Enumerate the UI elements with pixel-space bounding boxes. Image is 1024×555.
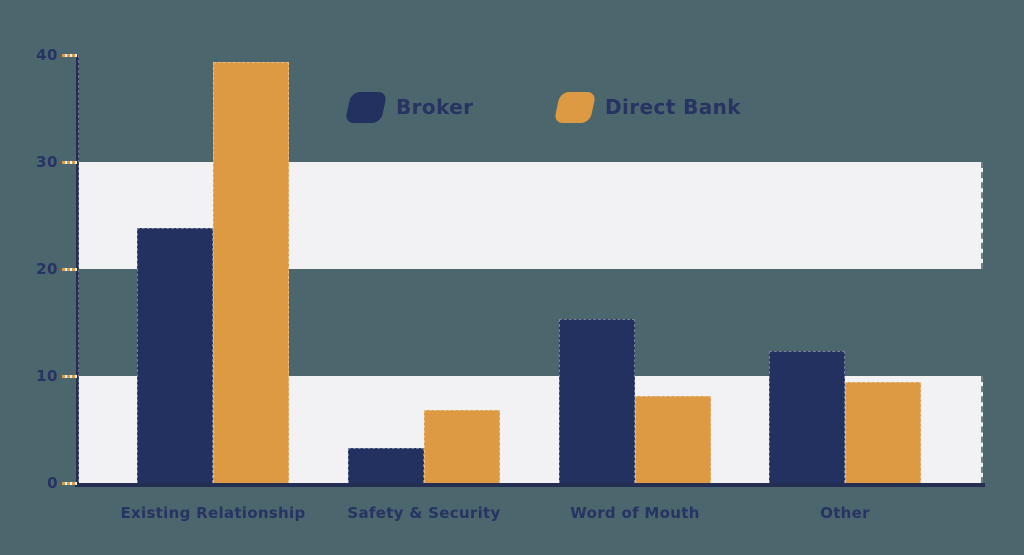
chart-legend: Broker Direct Bank: [0, 88, 1024, 128]
y-axis-label: 10: [36, 367, 58, 385]
bar-broker-other: [769, 351, 845, 483]
legend-label-direct-bank: Direct Bank: [605, 95, 741, 119]
legend-label-broker: Broker: [396, 95, 474, 119]
y-axis-tick: [62, 482, 77, 485]
broker-legend-swatch-icon: [344, 91, 388, 123]
category-label: Existing Relationship: [120, 504, 306, 522]
y-axis-label: 40: [36, 46, 58, 64]
bar-broker-safety-security: [348, 447, 424, 483]
category-label: Other: [820, 504, 870, 522]
y-axis-tick: [62, 268, 77, 271]
y-axis-label: 30: [36, 153, 58, 171]
bar-broker-existing-relationship: [137, 228, 213, 483]
y-axis-tick: [62, 161, 77, 164]
bar-direct-bank-word-of-mouth: [635, 396, 711, 483]
legend-item-broker: Broker: [344, 88, 474, 126]
y-axis-tick: [62, 375, 77, 378]
category-label: Safety & Security: [347, 504, 501, 522]
x-axis: [75, 483, 985, 487]
y-axis-label: 0: [47, 474, 58, 492]
direct-bank-legend-swatch-icon: [553, 91, 597, 123]
y-axis-tick: [62, 54, 77, 57]
y-axis-label: 20: [36, 260, 58, 278]
bar-direct-bank-other: [845, 382, 921, 483]
bar-direct-bank-existing-relationship: [213, 62, 289, 483]
legend-item-direct-bank: Direct Bank: [553, 88, 741, 126]
category-label: Word of Mouth: [570, 504, 700, 522]
bar-broker-word-of-mouth: [559, 319, 635, 483]
bar-direct-bank-safety-security: [424, 410, 500, 483]
y-axis: [76, 55, 79, 487]
